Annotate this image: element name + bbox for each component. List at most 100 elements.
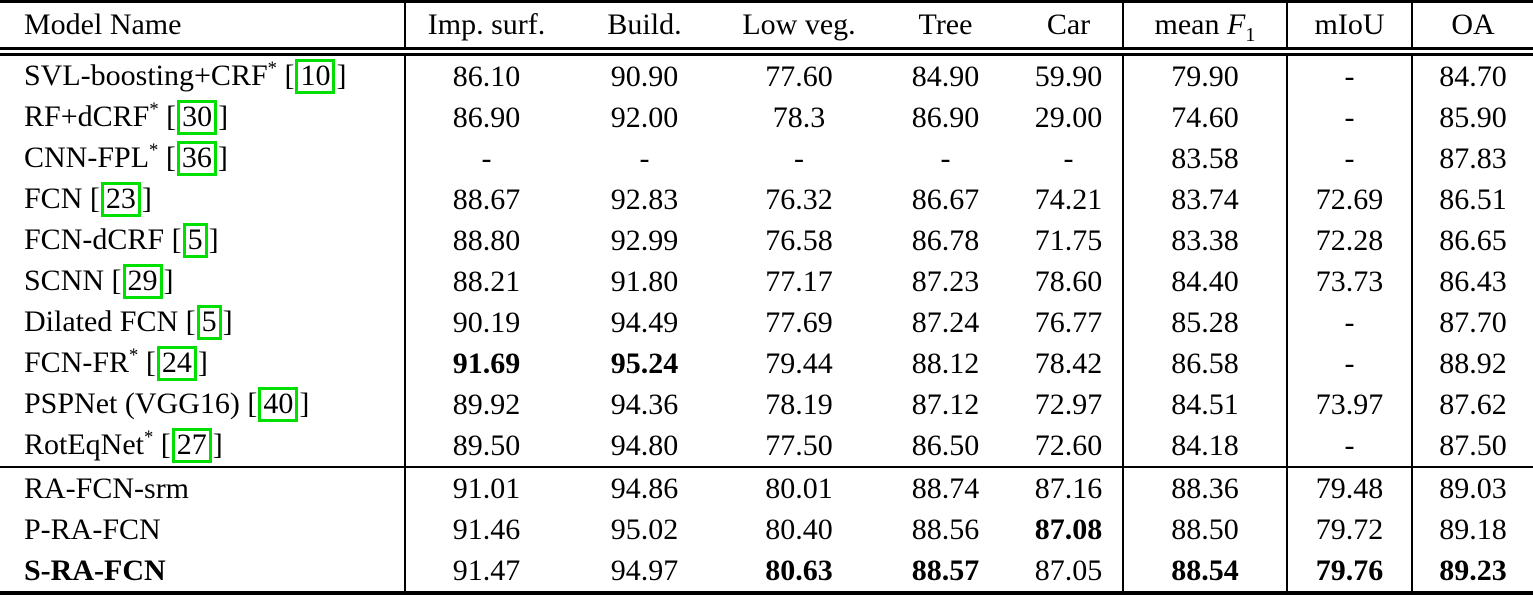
- model-name-cell: PSPNet (VGG16) [40]: [0, 384, 406, 425]
- value-cell-oa: 89.18: [1439, 512, 1507, 546]
- value-cell-build: 94.80: [610, 428, 679, 462]
- value-cell-build: 91.80: [610, 264, 679, 298]
- column-header-mean-f1: mean F1: [1123, 0, 1288, 56]
- value-cell-oa: 86.43: [1439, 264, 1507, 298]
- citation-link[interactable]: 40: [258, 387, 299, 422]
- value-cell-imp-surf: 89.92: [452, 387, 521, 421]
- value-cell-miou: 72.28: [1287, 220, 1413, 261]
- value-cell-low-veg: 80.40: [765, 512, 833, 546]
- table-row: RF+dCRF* [30] 86.90 92.00 78.3 86.90 29.00 74.…: [0, 97, 1533, 138]
- asterisk-marker: *: [149, 99, 159, 121]
- citation-link[interactable]: 27: [171, 428, 212, 463]
- table-row: S-RA-FCN 91.47 94.97 80.63 88.57 87.05 88.54 79…: [0, 550, 1533, 595]
- value-cell-car: 74.21: [1015, 179, 1124, 220]
- value-cell-miou: 73.73: [1287, 261, 1413, 302]
- model-name-cell: P-RA-FCN: [0, 509, 406, 550]
- value-cell-tree: 88.57: [876, 550, 1015, 595]
- table-row: SVL-boosting+CRF* [10] 86.10 90.90 77.60 84.…: [0, 51, 1533, 97]
- model-name-cell: CNN-FPL* [36]: [0, 138, 406, 179]
- value-cell-oa: 87.70: [1439, 305, 1507, 339]
- citation-link[interactable]: 10: [295, 59, 336, 94]
- value-cell-imp-surf: 86.10: [452, 59, 521, 93]
- value-cell-tree: 84.90: [911, 59, 980, 93]
- value-cell-imp-surf: 89.50: [452, 428, 521, 462]
- value-cell-build: 94.86: [567, 466, 722, 509]
- value-cell-car: 78.60: [1015, 261, 1124, 302]
- value-cell-build: 95.24: [610, 346, 679, 380]
- value-cell-miou: 72.69: [1287, 179, 1413, 220]
- value-cell-mean-f1: 88.54: [1123, 550, 1288, 595]
- value-cell-car: 29.00: [1015, 97, 1124, 138]
- value-cell-mean-f1: 83.58: [1123, 138, 1288, 179]
- citation-link[interactable]: 5: [182, 223, 208, 258]
- value-cell-imp-surf: 88.21: [452, 264, 521, 298]
- value-cell-oa: 85.90: [1439, 100, 1507, 134]
- value-cell-miou: -: [1287, 343, 1413, 384]
- model-name-cell: S-RA-FCN: [0, 550, 406, 595]
- citation-link[interactable]: 23: [100, 182, 141, 217]
- value-cell-car: 72.60: [1015, 425, 1124, 467]
- model-name: P-RA-FCN: [24, 512, 161, 546]
- value-cell-build: 94.49: [610, 305, 679, 339]
- value-cell-low-veg: 77.17: [765, 264, 833, 298]
- value-cell-low-veg: 76.58: [765, 223, 833, 257]
- value-cell-low-veg: 76.32: [765, 182, 833, 216]
- value-cell-build: 94.97: [567, 550, 722, 595]
- value-cell-car: 87.05: [1015, 550, 1124, 595]
- value-cell-mean-f1: 83.74: [1123, 179, 1288, 220]
- value-cell-miou: -: [1287, 97, 1413, 138]
- model-name-cell: Dilated FCN [5]: [0, 302, 406, 343]
- value-cell-imp-surf: -: [481, 141, 492, 175]
- value-cell-oa: 87.62: [1439, 387, 1507, 421]
- value-cell-tree: 87.24: [911, 305, 980, 339]
- value-cell-build: 95.02: [610, 512, 679, 546]
- value-cell-mean-f1: 84.40: [1123, 261, 1288, 302]
- value-cell-tree: 87.12: [911, 387, 980, 421]
- value-cell-build: 92.83: [610, 182, 679, 216]
- column-header-low-veg: Low veg.: [722, 0, 876, 56]
- model-name: PSPNet (VGG16): [24, 387, 240, 421]
- value-cell-imp-surf: 86.90: [452, 100, 521, 134]
- value-cell-car: 87.16: [1015, 466, 1124, 509]
- value-cell-low-veg: 77.60: [765, 59, 833, 93]
- column-header-imp-surf: Imp. surf.: [405, 0, 567, 56]
- table-row: P-RA-FCN 91.46 95.02 80.40 88.56 87.08 88.50 79…: [0, 509, 1533, 550]
- value-cell-oa: 89.23: [1412, 550, 1533, 595]
- value-cell-tree: 88.56: [911, 512, 980, 546]
- citation-link[interactable]: 5: [196, 305, 222, 340]
- value-cell-oa: 84.70: [1439, 59, 1507, 93]
- table-header: Model Name Imp. surf. Build. Low veg. Tree Ca…: [0, 0, 1533, 56]
- value-cell-build: 90.90: [610, 59, 679, 93]
- value-cell-oa: 86.51: [1439, 182, 1507, 216]
- column-header-tree: Tree: [876, 0, 1015, 56]
- value-cell-low-veg: 78.3: [772, 100, 826, 134]
- citation-link[interactable]: 36: [176, 141, 217, 176]
- value-cell-mean-f1: 83.38: [1123, 220, 1288, 261]
- table-row: Dilated FCN [5] 90.19 94.49 77.69 87.24 76.77…: [0, 302, 1533, 343]
- value-cell-imp-surf: 91.46: [452, 512, 521, 546]
- value-cell-imp-surf: 91.01: [405, 466, 567, 509]
- value-cell-low-veg: 79.44: [765, 346, 833, 380]
- table-row: FCN-FR* [24] 91.69 95.24 79.44 88.12 78.42 86.…: [0, 343, 1533, 384]
- model-name: Dilated FCN: [24, 305, 179, 339]
- value-cell-oa: 86.65: [1439, 223, 1507, 257]
- value-cell-tree: 86.67: [911, 182, 980, 216]
- value-cell-oa: 89.03: [1412, 466, 1533, 509]
- value-cell-miou: 79.72: [1287, 509, 1413, 550]
- value-cell-build: -: [639, 141, 650, 175]
- value-cell-car: 76.77: [1015, 302, 1124, 343]
- value-cell-miou: -: [1287, 51, 1413, 97]
- column-header-oa: OA: [1412, 0, 1533, 56]
- model-name: CNN-FPL: [24, 141, 150, 175]
- value-cell-low-veg: 77.69: [765, 305, 833, 339]
- citation-link[interactable]: 30: [177, 100, 218, 135]
- table-row: SCNN [29] 88.21 91.80 77.17 87.23 78.60 84.40 7…: [0, 261, 1533, 302]
- value-cell-imp-surf: 88.67: [452, 182, 521, 216]
- citation-link[interactable]: 29: [122, 264, 163, 299]
- citation-link[interactable]: 24: [156, 346, 197, 381]
- value-cell-imp-surf: 91.69: [452, 346, 521, 380]
- value-cell-tree: 86.78: [911, 223, 980, 257]
- value-cell-mean-f1: 84.51: [1123, 384, 1288, 425]
